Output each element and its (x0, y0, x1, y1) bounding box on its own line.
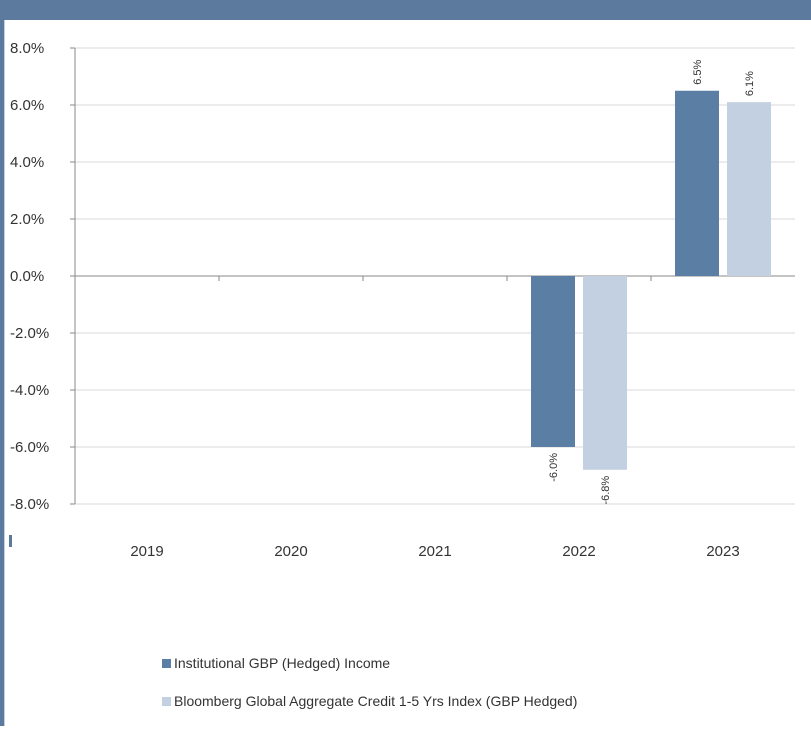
header-bar (0, 0, 811, 20)
data-label: 6.5% (692, 59, 704, 84)
data-label: 6.1% (744, 71, 756, 96)
left-accent-line (4, 20, 5, 726)
x-tick-label: 2022 (562, 543, 595, 560)
left-frame-tick (9, 535, 12, 547)
y-tick-label: 2.0% (10, 211, 44, 228)
legend-swatch-institutional (162, 658, 171, 668)
legend-label-institutional: Institutional GBP (Hedged) Income (174, 655, 391, 671)
y-tick-label: 6.0% (10, 97, 44, 114)
x-tick-label: 2021 (418, 543, 451, 560)
x-tick-label: 2023 (706, 543, 739, 560)
y-tick-label: -4.0% (10, 382, 49, 399)
data-label: -6.8% (600, 476, 612, 505)
left-frame-border (0, 20, 4, 726)
y-tick-label: 8.0% (10, 40, 44, 57)
legend-item-institutional: Institutional GBP (Hedged) Income (162, 654, 577, 672)
y-tick-label: 0.0% (10, 268, 44, 285)
legend-item-bloomberg: Bloomberg Global Aggregate Credit 1-5 Yr… (162, 692, 577, 710)
y-tick-label: -2.0% (10, 325, 49, 342)
legend-swatch-bloomberg (162, 696, 171, 706)
legend-label-bloomberg: Bloomberg Global Aggregate Credit 1-5 Yr… (174, 693, 578, 709)
bar-chart: 8.0% 6.0% 4.0% 2.0% 0.0% -2.0% -4.0% -6.0% -8.0%… (10, 40, 795, 560)
bar-institutional-2023 (675, 90, 719, 276)
data-label: -6.0% (548, 453, 560, 482)
bar-bloomberg-2023 (727, 102, 771, 277)
y-tick-label: -6.0% (10, 439, 49, 456)
legend: Institutional GBP (Hedged) Income Bloomb… (162, 654, 577, 730)
bar-bloomberg-2022 (583, 276, 627, 470)
y-tick-label: 4.0% (10, 154, 44, 171)
x-tick-label: 2019 (130, 543, 163, 560)
y-tick-label: -8.0% (10, 496, 49, 513)
bar-institutional-2022 (531, 276, 575, 447)
x-tick-label: 2020 (274, 543, 307, 560)
